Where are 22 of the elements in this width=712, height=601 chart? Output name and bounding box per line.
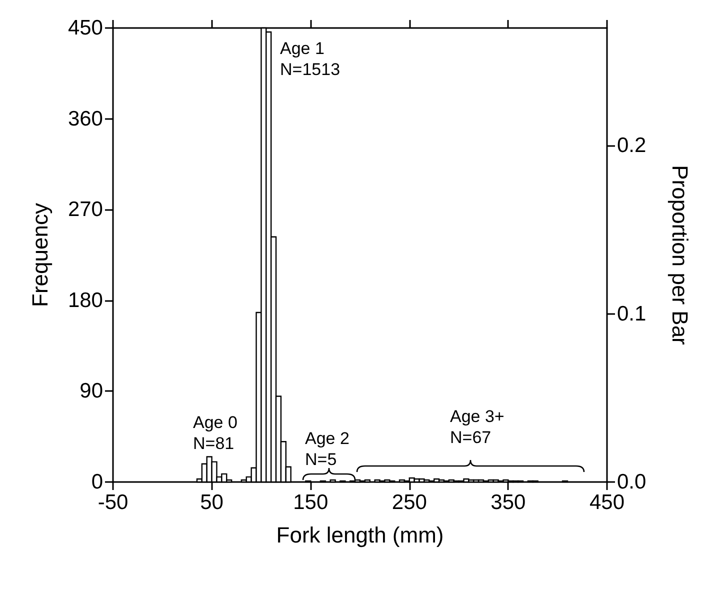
x-tick-label: -50 bbox=[98, 491, 128, 514]
annotation: Age 1 N=1513 bbox=[280, 39, 340, 79]
x-tick-label: 250 bbox=[392, 491, 427, 514]
y-tick-label: 90 bbox=[80, 380, 103, 403]
y2-tick-label: 0.0 bbox=[617, 470, 646, 494]
x-tick-label: 450 bbox=[589, 491, 625, 514]
x-tick-label: 50 bbox=[200, 491, 224, 514]
x-axis-title: Fork length (mm) bbox=[276, 522, 444, 548]
y-tick-label: 0 bbox=[91, 470, 103, 494]
x-tick-label: 150 bbox=[293, 491, 328, 514]
y-tick-label: 450 bbox=[68, 16, 103, 40]
annotation: Age 2 N=5 bbox=[305, 429, 350, 469]
y-tick-label: 270 bbox=[68, 198, 103, 222]
y2-tick-label: 0.2 bbox=[617, 134, 646, 158]
y-tick-label: 180 bbox=[68, 288, 103, 312]
x-tick-label: 350 bbox=[490, 491, 526, 514]
annotation: Age 0 N=81 bbox=[193, 413, 238, 453]
y2-tick-label: 0.1 bbox=[617, 302, 646, 326]
y-axis-title: Frequency bbox=[28, 203, 52, 307]
y-tick-label: 360 bbox=[68, 107, 103, 130]
y2-axis-title: Proportion per Bar bbox=[668, 165, 692, 345]
annotation: Age 3+ N=67 bbox=[450, 407, 504, 447]
